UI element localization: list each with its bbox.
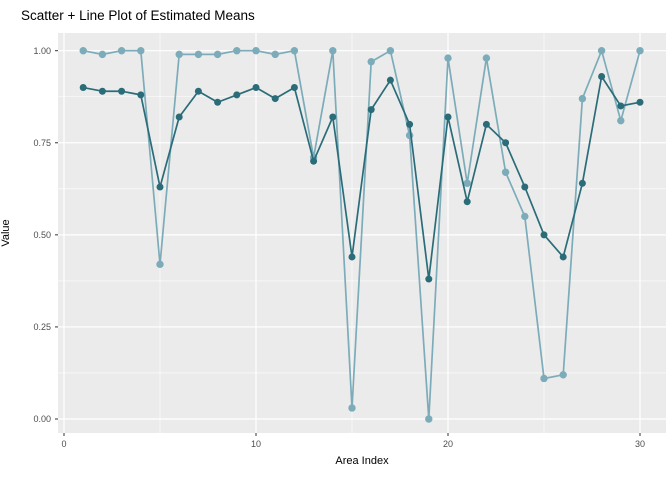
light_teal_series-point xyxy=(597,47,606,55)
dark_teal_series-point xyxy=(636,98,644,106)
dark_teal_series-point xyxy=(348,253,356,261)
light_teal_series-point xyxy=(463,179,471,187)
y-tick-label: 0.50 xyxy=(33,230,51,240)
y-tick-label: 0.00 xyxy=(33,414,51,424)
light_teal_series-point xyxy=(271,50,279,59)
dark_teal_series-point xyxy=(329,113,337,121)
dark_teal_series-point xyxy=(559,253,567,261)
dark_teal_series-point xyxy=(578,179,586,187)
dark_teal_series-point xyxy=(252,84,260,92)
dark_teal_series-point xyxy=(540,231,548,239)
light_teal_series-point xyxy=(636,47,644,55)
y-tick-label: 0.25 xyxy=(33,322,51,332)
light_teal_series-point xyxy=(329,47,337,55)
dark_teal_series-point xyxy=(444,113,452,121)
light_teal_series-point xyxy=(540,374,548,383)
light_teal_series-point xyxy=(348,404,356,412)
light_teal_series-point xyxy=(98,50,107,59)
dark_teal_series-point xyxy=(98,87,106,95)
light_teal_series-point xyxy=(290,47,299,55)
dark_teal_series-point xyxy=(425,275,433,283)
x-tick-label: 20 xyxy=(443,439,453,449)
light_teal_series-point xyxy=(559,371,567,379)
light_teal_series-point xyxy=(252,47,260,55)
light_teal_series-point xyxy=(444,54,452,62)
light_teal_series-point xyxy=(175,50,183,59)
dark_teal_series-point xyxy=(502,139,510,147)
dark_teal_series-point xyxy=(214,98,222,106)
dark_teal_series-point xyxy=(598,72,606,80)
light_teal_series-point xyxy=(213,50,222,59)
dark_teal_series-line xyxy=(83,75,641,280)
dark_teal_series-point xyxy=(406,120,414,128)
light_teal_series-point xyxy=(501,168,510,176)
y-axis-title: Value xyxy=(0,219,12,247)
dark_teal_series-point xyxy=(521,183,529,191)
dark_teal_series-point xyxy=(290,84,298,92)
light_teal_series-point xyxy=(386,47,395,55)
y-tick-label: 1.00 xyxy=(33,46,51,56)
dark_teal_series-point xyxy=(118,87,126,95)
dark_teal_series-point xyxy=(482,120,490,128)
light_teal_series-point xyxy=(79,47,87,55)
light_teal_series-point xyxy=(117,47,126,55)
dark_teal_series-point xyxy=(463,198,471,206)
chart-title: Scatter + Line Plot of Estimated Means xyxy=(21,8,255,23)
light_teal_series-point xyxy=(156,260,164,269)
dark_teal_series-point xyxy=(79,84,87,92)
light_teal_series-point xyxy=(578,94,587,103)
dark_teal_series-point xyxy=(617,102,625,110)
x-tick-label: 0 xyxy=(61,439,66,449)
dark_teal_series-point xyxy=(310,157,318,165)
x-tick-label: 10 xyxy=(251,439,261,449)
light_teal_series-point xyxy=(521,212,529,221)
dark_teal_series-point xyxy=(271,95,279,103)
dark_teal_series-point xyxy=(194,87,202,95)
dark_teal_series-point xyxy=(233,91,241,99)
light_teal_series-point xyxy=(194,50,203,59)
light_teal_series-point xyxy=(137,47,145,55)
x-axis-title: Area Index xyxy=(335,455,389,467)
light_teal_series-point xyxy=(367,58,375,66)
dark_teal_series-point xyxy=(156,183,164,191)
dark_teal_series-point xyxy=(175,113,183,121)
light_teal_series-point xyxy=(482,54,491,62)
dark_teal_series-point xyxy=(137,91,145,99)
dark_teal_series-point xyxy=(386,76,394,84)
light_teal_series-point xyxy=(405,131,414,140)
dark_teal_series-point xyxy=(367,106,375,114)
light_teal_series-point xyxy=(233,47,241,55)
light_teal_series-point xyxy=(617,116,625,125)
y-tick-label: 0.75 xyxy=(33,138,51,148)
x-tick-label: 30 xyxy=(635,439,645,449)
light_teal_series-point xyxy=(425,415,433,423)
